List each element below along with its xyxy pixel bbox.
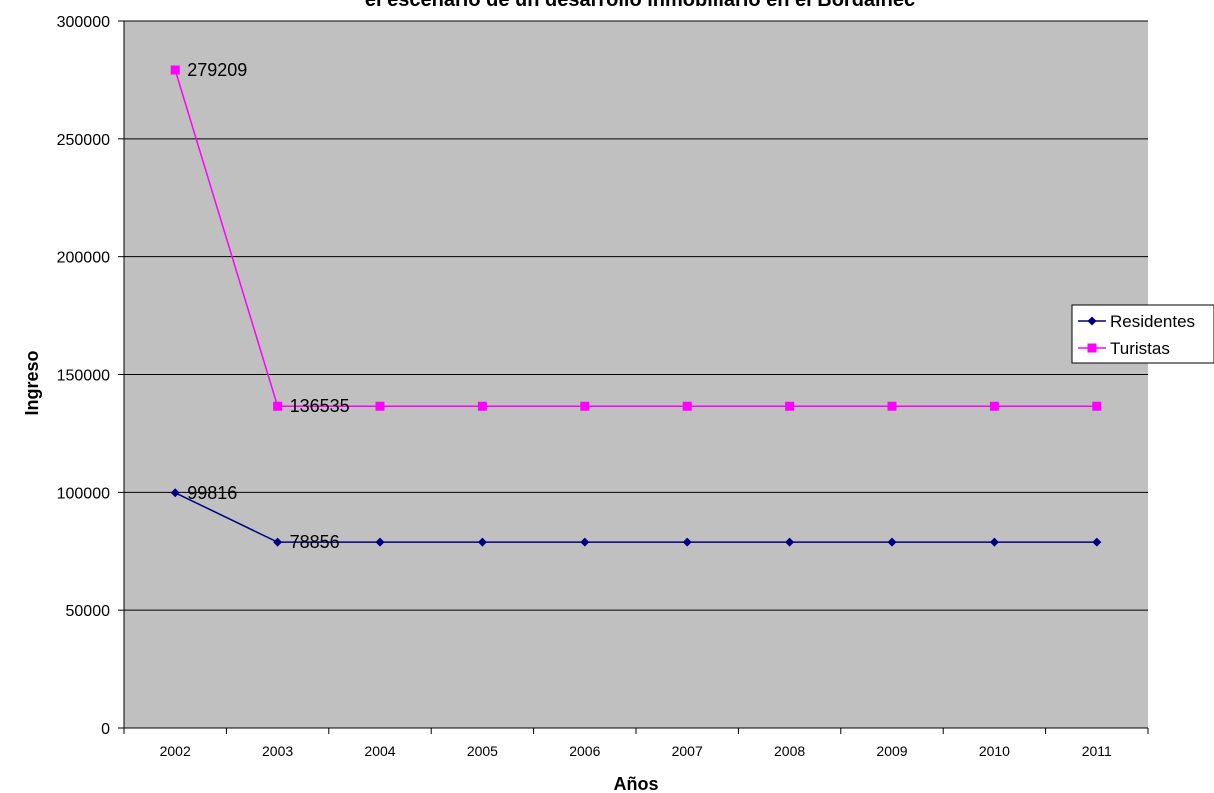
- y-tick-label: 0: [101, 721, 110, 738]
- chart-title: el escenario de un desarrollo inmobiliar…: [365, 0, 915, 11]
- data-point-residentes: [785, 537, 795, 547]
- data-point-residentes: [887, 537, 897, 547]
- data-point-turistas: [580, 401, 590, 411]
- data-label-residentes: 99816: [187, 483, 237, 503]
- y-tick-label: 200000: [57, 250, 110, 267]
- series-line-turistas: [174, 69, 1097, 407]
- x-tick-label: 2011: [1082, 743, 1112, 759]
- data-point-residentes: [273, 537, 283, 547]
- x-tick-label: 2003: [262, 743, 293, 759]
- data-point-residentes: [477, 537, 487, 547]
- data-point-turistas: [375, 401, 385, 411]
- data-label-turistas: 279209: [187, 60, 247, 80]
- series-residentes: [170, 488, 1102, 547]
- x-tick-label: 2008: [774, 743, 805, 759]
- gridlines: [124, 20, 1148, 611]
- series-line-residentes: [174, 492, 1097, 543]
- x-tick-label: 2009: [876, 743, 907, 759]
- data-point-residentes: [170, 488, 180, 498]
- data-point-residentes: [682, 537, 692, 547]
- data-point-turistas: [477, 401, 487, 411]
- y-axis-title: Ingreso: [22, 350, 42, 415]
- y-tick-label: 300000: [57, 14, 110, 31]
- data-point-residentes: [1092, 537, 1102, 547]
- x-tick-label: 2010: [979, 743, 1010, 759]
- data-point-turistas: [1092, 401, 1102, 411]
- series-layer: [170, 65, 1102, 547]
- data-point-turistas: [170, 65, 180, 75]
- y-tick-label: 100000: [57, 485, 110, 502]
- legend-label: Turistas: [1110, 339, 1170, 358]
- data-point-turistas: [682, 401, 692, 411]
- data-point-turistas: [887, 401, 897, 411]
- legend-label: Residentes: [1110, 312, 1195, 331]
- y-tick-label: 150000: [57, 368, 110, 385]
- axes: 0 50000 100000 150000 200000 250000 300000 2002…: [57, 14, 1149, 759]
- x-axis-title: Años: [614, 774, 659, 793]
- data-labels: 99816 78856 279209 136535: [187, 60, 349, 552]
- data-point-turistas: [785, 401, 795, 411]
- x-tick-label: 2004: [364, 743, 395, 759]
- legend-box: [1071, 304, 1214, 364]
- data-label-residentes: 78856: [290, 532, 340, 552]
- data-point-residentes: [580, 537, 590, 547]
- x-tick-label: 2005: [467, 743, 498, 759]
- y-tick-label: 50000: [66, 603, 111, 620]
- x-tick-label: 2006: [569, 743, 600, 759]
- legend: Residentes Turistas: [1071, 304, 1214, 364]
- data-point-turistas: [273, 401, 283, 411]
- legend-marker: [1087, 343, 1097, 353]
- data-label-turistas: 136535: [290, 396, 350, 416]
- data-point-residentes: [375, 537, 385, 547]
- legend-marker: [1087, 316, 1097, 326]
- x-tick-label: 2002: [160, 743, 191, 759]
- legend-item-turistas: Turistas: [1078, 339, 1170, 358]
- x-tick-label: 2007: [672, 743, 703, 759]
- legend-item-residentes: Residentes: [1078, 312, 1195, 331]
- data-point-residentes: [989, 537, 999, 547]
- data-point-turistas: [989, 401, 999, 411]
- y-tick-label: 250000: [57, 132, 110, 149]
- series-turistas: [170, 65, 1102, 411]
